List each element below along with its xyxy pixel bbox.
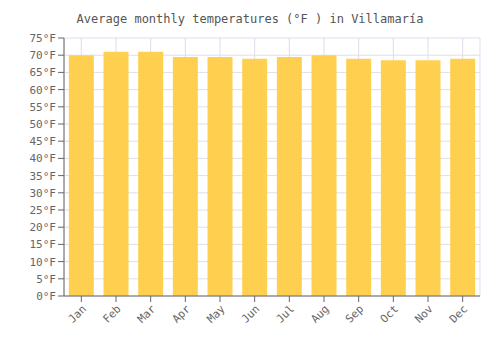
- svg-text:20°F: 20°F: [30, 221, 57, 234]
- svg-text:Nov: Nov: [412, 302, 436, 326]
- svg-text:Jan: Jan: [66, 302, 89, 325]
- svg-text:30°F: 30°F: [30, 187, 57, 200]
- svg-text:Jul: Jul: [274, 302, 297, 325]
- svg-text:Oct: Oct: [378, 302, 401, 325]
- svg-text:40°F: 40°F: [30, 152, 57, 165]
- svg-text:25°F: 25°F: [30, 204, 57, 217]
- svg-text:May: May: [204, 302, 228, 326]
- svg-text:Mar: Mar: [135, 302, 159, 326]
- svg-text:70°F: 70°F: [30, 49, 57, 62]
- svg-text:Aug: Aug: [308, 302, 331, 325]
- svg-text:50°F: 50°F: [30, 118, 57, 131]
- svg-text:Apr: Apr: [170, 302, 194, 326]
- svg-text:35°F: 35°F: [30, 170, 57, 183]
- svg-text:65°F: 65°F: [30, 66, 57, 79]
- html-text:Average monthly temperatures (: Average monthly temperatures (°F ) in Vi…: [76, 12, 424, 26]
- svg-text:55°F: 55°F: [30, 101, 57, 114]
- svg-text:Feb: Feb: [100, 302, 123, 325]
- svg-text:60°F: 60°F: [30, 84, 57, 97]
- svg-text:10°F: 10°F: [30, 256, 57, 269]
- svg-text:0°F: 0°F: [36, 290, 56, 303]
- svg-text:5°F: 5°F: [36, 273, 56, 286]
- svg-text:Jun: Jun: [239, 302, 262, 325]
- svg-text:75°F: 75°F: [30, 32, 57, 45]
- svg-text:Sep: Sep: [343, 302, 366, 325]
- svg-text:15°F: 15°F: [30, 238, 57, 251]
- svg-text:Dec: Dec: [447, 302, 470, 325]
- svg-text:45°F: 45°F: [30, 135, 57, 148]
